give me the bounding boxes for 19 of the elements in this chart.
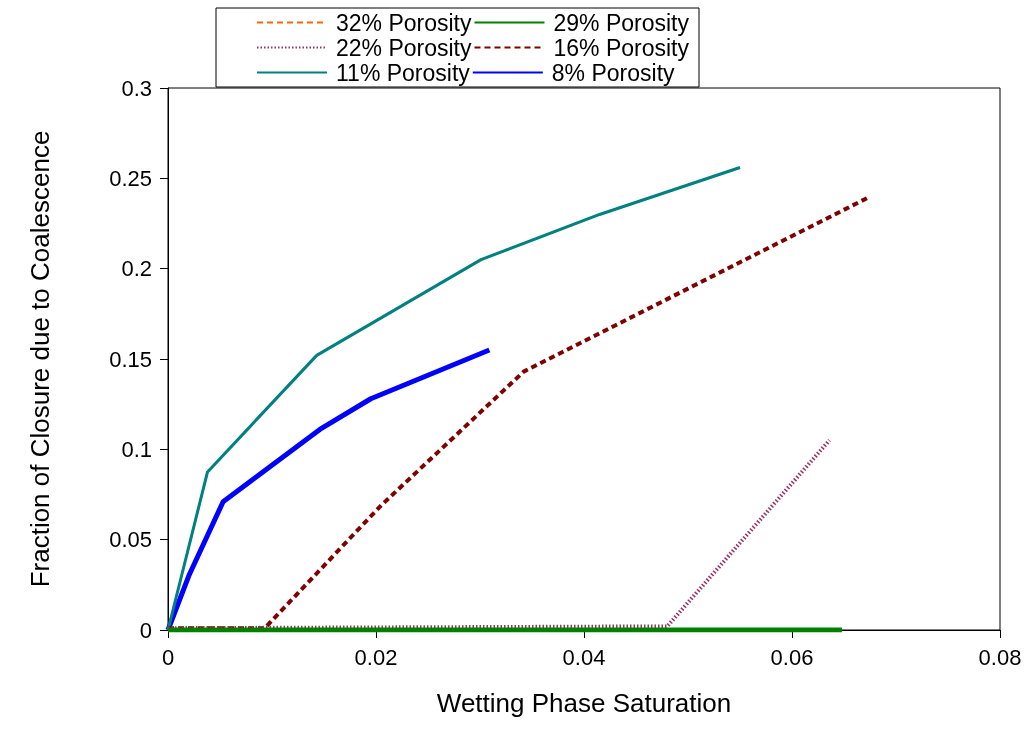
y-tick-label: 0.25 [109,165,152,191]
legend-label: 8% Porosity [551,59,676,86]
y-axis-title: Fraction of Closure due to Coalescence [25,130,55,588]
x-tick-label: 0.02 [354,644,398,670]
y-tick-label: 0.3 [121,75,152,101]
line-series [166,196,869,631]
y-tick-label: 0.05 [109,527,152,553]
y-tick-label: 0 [139,617,152,643]
y-tick-label: 0.1 [121,436,152,462]
x-axis-title: Wetting Phase Saturation [436,688,732,718]
line-series [166,165,742,632]
y-tick-label: 0.2 [121,256,152,282]
x-tick-label: 0.08 [978,644,1022,670]
x-tick-label: 0.04 [562,644,606,670]
y-tick-label: 0.15 [109,346,152,372]
x-tick-label: 0 [161,644,175,670]
x-tick-label: 0.06 [770,644,814,670]
legend-label: 32% Porosity [336,9,473,36]
legend-label: 29% Porosity [553,9,690,36]
